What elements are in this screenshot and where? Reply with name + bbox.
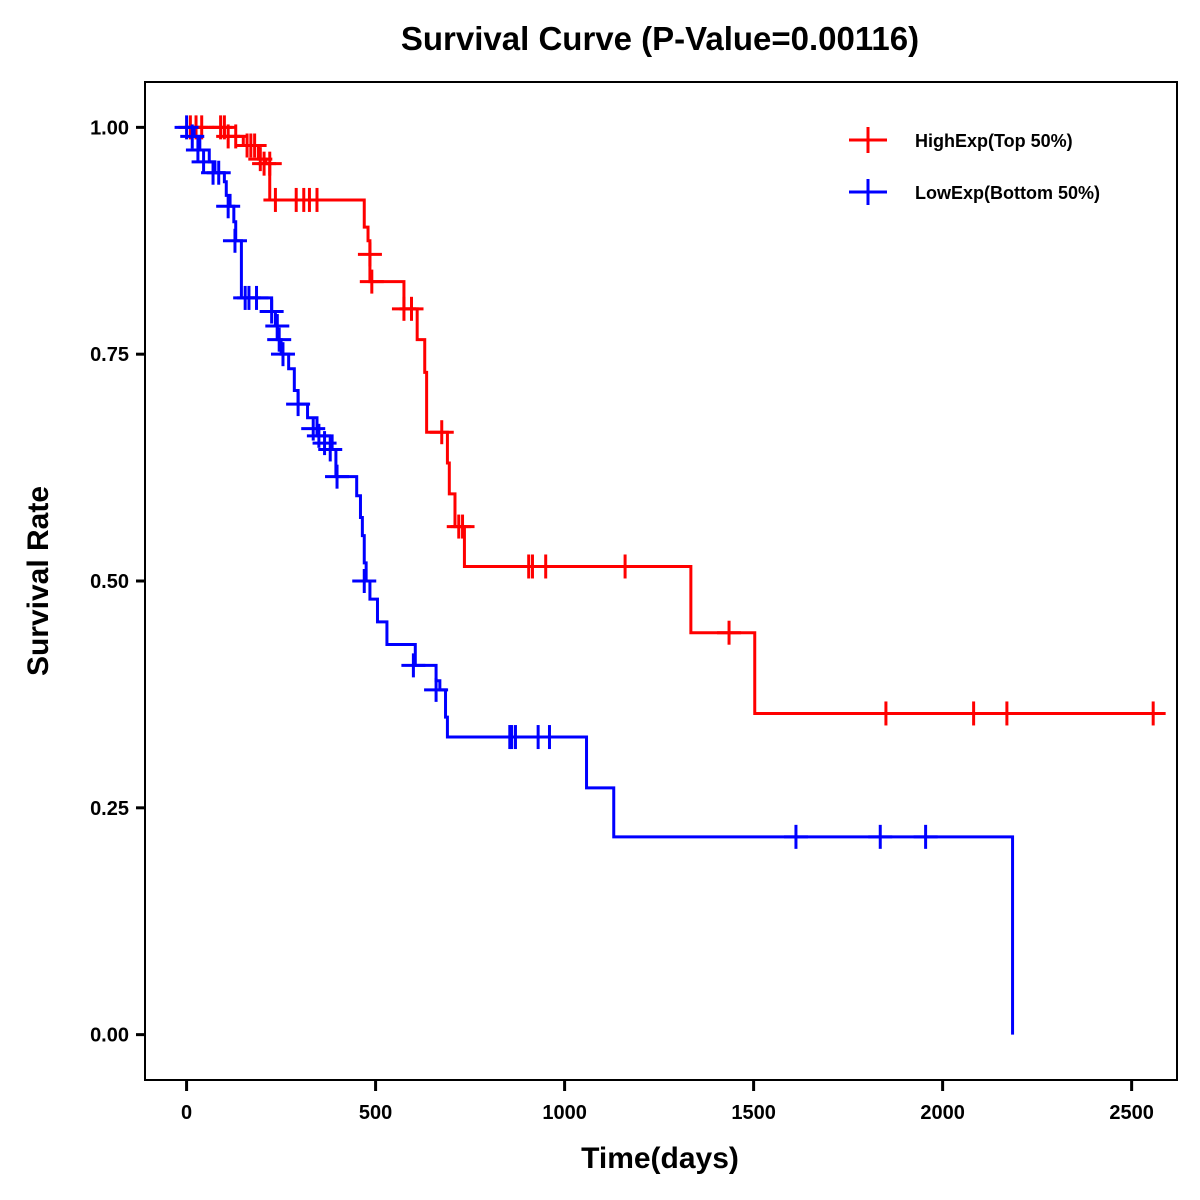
plot-frame: [144, 81, 1178, 1081]
censor-mark: [185, 138, 210, 163]
censor-mark: [242, 133, 267, 158]
y-axis: 0.00 0.25 0.50 0.75 1.00: [90, 117, 145, 1047]
censor-mark: [222, 228, 247, 253]
censor-mark: [270, 342, 295, 367]
censor-mark: [318, 437, 343, 462]
y-tick-label: 1.00: [90, 117, 129, 139]
censor-mark: [265, 314, 290, 339]
series-low: [174, 115, 1015, 1035]
survival-curve: [186, 125, 1015, 1035]
series-high: [178, 115, 1166, 726]
x-tick-label: 1500: [731, 1102, 776, 1124]
censor-mark: [613, 554, 638, 579]
censor-mark: [913, 824, 938, 849]
censor-mark: [961, 701, 986, 726]
censor-mark: [994, 701, 1019, 726]
censor-mark: [783, 824, 808, 849]
censor-mark: [399, 296, 424, 321]
censor-mark: [267, 327, 292, 352]
chart-title: Survival Curve (P-Value=0.00116): [401, 20, 919, 57]
x-tick-label: 2000: [920, 1102, 965, 1124]
censor-mark: [257, 151, 282, 176]
censor-mark: [868, 824, 893, 849]
y-tick-label: 0.50: [90, 571, 129, 593]
censor-mark: [312, 431, 337, 456]
censor-mark: [206, 160, 231, 185]
legend-item-low: LowExp(Bottom 50%): [849, 179, 1100, 205]
censor-mark: [873, 701, 898, 726]
censor-mark: [424, 677, 449, 702]
censor-mark: [305, 187, 329, 212]
censor-mark: [263, 187, 288, 212]
x-tick-label: 1000: [542, 1102, 587, 1124]
censor-mark: [359, 269, 384, 294]
censor-mark: [533, 554, 558, 579]
censor-mark: [286, 392, 311, 417]
censor-mark: [1141, 701, 1166, 726]
x-tick-label: 500: [359, 1102, 392, 1124]
censor-mark: [216, 194, 241, 219]
censor-mark: [180, 124, 205, 149]
censor-mark: [259, 299, 284, 324]
x-tick-label: 2500: [1109, 1102, 1154, 1124]
x-axis-title: Time(days): [581, 1142, 739, 1175]
legend-label-low: LowExp(Bottom 50%): [915, 183, 1100, 203]
legend: HighExp(Top 50%) LowExp(Bottom 50%): [849, 127, 1100, 205]
censor-mark: [244, 285, 269, 310]
censor-mark: [325, 464, 350, 489]
y-tick-label: 0.75: [90, 344, 129, 366]
censor-mark: [352, 569, 377, 593]
legend-marker-high: [849, 127, 887, 153]
censor-mark: [537, 725, 562, 750]
legend-label-high: HighExp(Top 50%): [915, 131, 1073, 151]
censor-mark: [401, 653, 426, 678]
censor-mark: [450, 514, 475, 539]
censor-mark: [717, 620, 742, 645]
series-layer: [174, 115, 1166, 1035]
y-tick-label: 0.00: [90, 1025, 129, 1047]
censor-mark: [429, 420, 454, 445]
censor-mark: [503, 725, 528, 750]
x-tick-label: 0: [181, 1102, 192, 1124]
censor-mark: [357, 242, 382, 267]
legend-item-high: HighExp(Top 50%): [849, 127, 1073, 153]
survival-curve: [186, 125, 1166, 715]
legend-marker-low: [849, 179, 887, 205]
y-axis-title: Survival Rate: [22, 486, 55, 676]
x-axis: 0 500 1000 1500 2000 2500: [181, 1080, 1154, 1124]
y-tick-label: 0.25: [90, 798, 129, 820]
